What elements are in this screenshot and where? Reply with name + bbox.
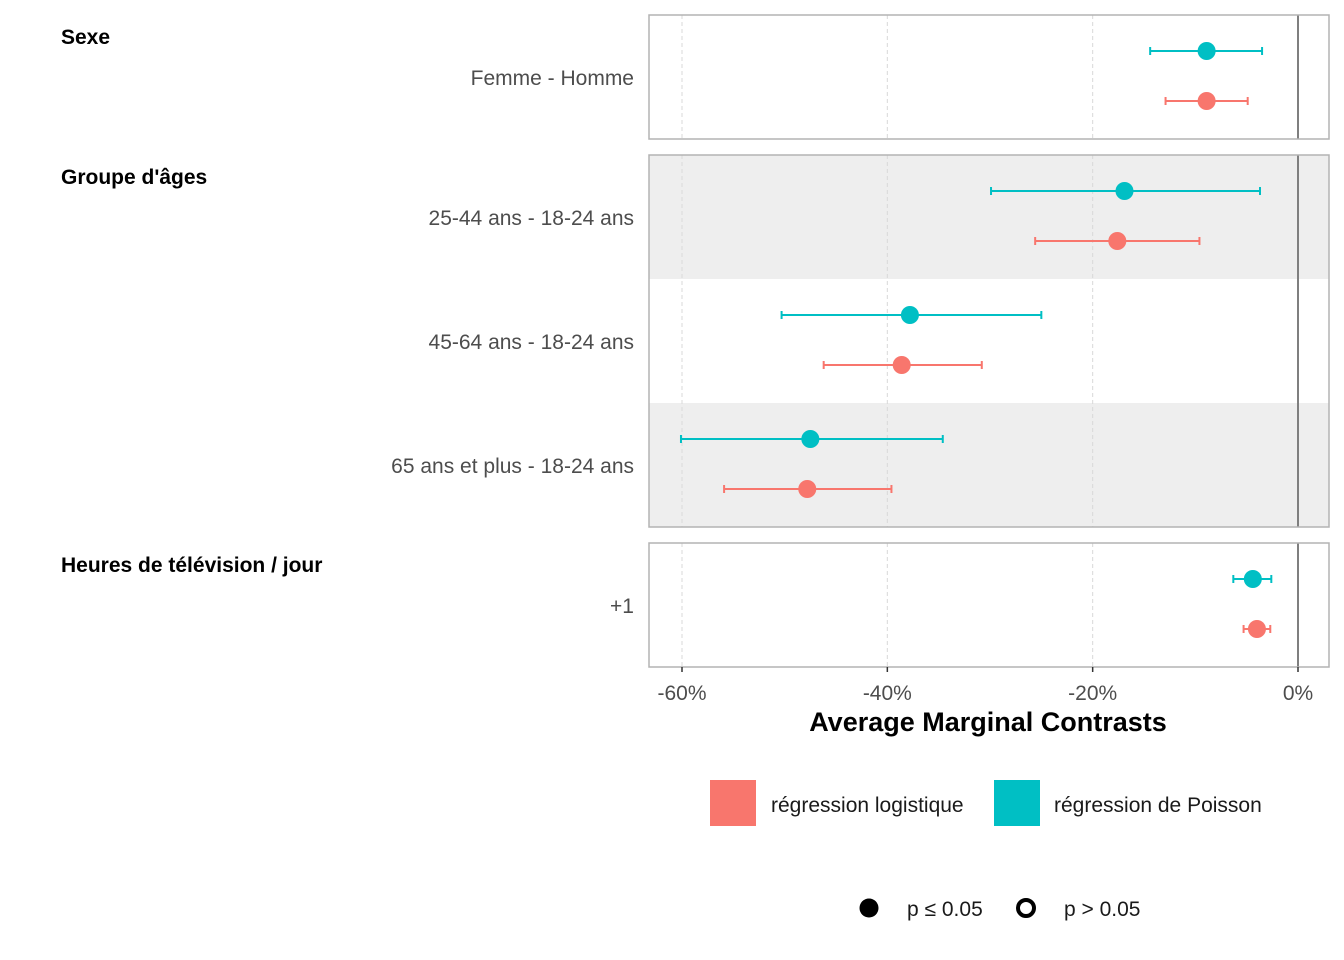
point-estimate bbox=[1108, 232, 1127, 250]
poisson-estimate bbox=[1232, 570, 1273, 588]
row-label: Femme - Homme bbox=[471, 67, 634, 90]
x-axis-title: Average Marginal Contrasts bbox=[809, 707, 1167, 737]
group-title: Groupe d'âges bbox=[61, 166, 207, 189]
group-title: Sexe bbox=[61, 26, 110, 49]
significance-label: p > 0.05 bbox=[1064, 898, 1140, 921]
row-label: +1 bbox=[610, 595, 634, 618]
group-title: Heures de télévision / jour bbox=[61, 554, 322, 577]
poisson-estimate bbox=[679, 430, 944, 448]
legend-label: régression de Poisson bbox=[1054, 794, 1262, 817]
point-estimate bbox=[1115, 182, 1134, 200]
logistique-estimate bbox=[1242, 620, 1272, 638]
panel-border bbox=[648, 14, 1330, 140]
legend-item-significance: p > 0.05 bbox=[1016, 898, 1140, 921]
legend-item-logistique: régression logistique bbox=[710, 780, 964, 826]
panel-0 bbox=[648, 14, 1330, 140]
row-band bbox=[649, 403, 1329, 527]
panel-2 bbox=[648, 542, 1330, 668]
poisson-estimate bbox=[1149, 42, 1264, 60]
legend-item-poisson: régression de Poisson bbox=[994, 780, 1262, 826]
x-tick-label: -20% bbox=[1068, 682, 1117, 705]
logistique-estimate bbox=[1034, 232, 1201, 250]
point-estimate bbox=[892, 356, 911, 374]
row-label: 25-44 ans - 18-24 ans bbox=[429, 207, 634, 230]
panel-1 bbox=[648, 154, 1330, 528]
point-estimate bbox=[1243, 570, 1262, 588]
legend-swatch bbox=[994, 780, 1040, 826]
panel-border bbox=[648, 542, 1330, 668]
x-tick-label: -60% bbox=[657, 682, 706, 705]
legend-swatch bbox=[710, 780, 756, 826]
x-tick-label: 0% bbox=[1283, 682, 1313, 705]
point-estimate bbox=[1247, 620, 1266, 638]
legend-item-significance: p ≤ 0.05 bbox=[859, 898, 983, 921]
hollow-circle-icon bbox=[1016, 898, 1036, 918]
x-tick-label: -40% bbox=[863, 682, 912, 705]
significance-label: p ≤ 0.05 bbox=[907, 898, 983, 921]
x-axis: -60% -40% -20% 0% bbox=[657, 667, 1313, 705]
logistique-estimate bbox=[822, 356, 983, 374]
point-estimate bbox=[798, 480, 817, 498]
poisson-estimate bbox=[780, 306, 1043, 324]
filled-circle-icon bbox=[859, 898, 879, 918]
poisson-estimate bbox=[990, 182, 1262, 200]
group-titles: Sexe Groupe d'âges Heures de télévision / … bbox=[61, 26, 322, 577]
point-estimate bbox=[1197, 42, 1216, 60]
row-band bbox=[649, 155, 1329, 279]
point-estimate bbox=[1197, 92, 1216, 110]
legend: régression logistique régression de Poiss… bbox=[710, 780, 1262, 921]
logistique-estimate bbox=[723, 480, 893, 498]
row-labels: Femme - Homme 25-44 ans - 18-24 ans 45-64 … bbox=[391, 67, 634, 618]
legend-label: régression logistique bbox=[771, 794, 964, 817]
point-estimate bbox=[801, 430, 820, 448]
row-label: 45-64 ans - 18-24 ans bbox=[429, 331, 634, 354]
point-estimate bbox=[900, 306, 919, 324]
panels bbox=[648, 14, 1330, 668]
logistique-estimate bbox=[1164, 92, 1249, 110]
marks bbox=[679, 42, 1273, 638]
row-label: 65 ans et plus - 18-24 ans bbox=[391, 455, 634, 478]
panel-border bbox=[648, 154, 1330, 528]
